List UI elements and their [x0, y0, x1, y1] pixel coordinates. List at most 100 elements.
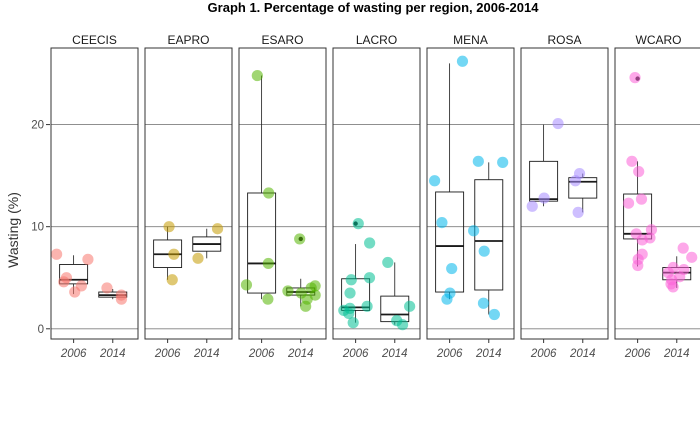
box-iqr	[247, 192, 277, 294]
facet-panel-ceecis: CEECIS 2006 2014	[50, 33, 139, 360]
data-point	[262, 257, 274, 270]
x-tick-label: 2014	[569, 348, 596, 360]
x-tick-label: 2014	[663, 348, 690, 360]
facet-panels: CEECIS 2006 2014 EAPRO 2006 2014 ESARO 2006 2014…	[50, 33, 700, 360]
panel-border	[426, 47, 515, 340]
data-point	[382, 256, 394, 269]
panel-border	[144, 47, 233, 340]
box-iqr	[59, 264, 89, 285]
box-group-2006	[622, 72, 658, 272]
data-point	[497, 156, 509, 168]
box-group-2014	[662, 242, 698, 293]
data-point	[569, 175, 582, 187]
x-tick-label: 2014	[193, 348, 220, 360]
panel-border	[238, 47, 327, 340]
facet-panel-rosa: ROSA 2006 2014	[520, 33, 609, 360]
box-iqr	[435, 191, 465, 293]
data-point	[626, 155, 638, 167]
y-axis-label: Wasting (%)	[5, 192, 21, 268]
data-point	[404, 300, 416, 312]
box-iqr	[474, 179, 504, 291]
data-point	[240, 279, 253, 291]
y-tick-label: 20	[31, 120, 44, 132]
facet-strip-label: MENA	[453, 33, 488, 47]
x-tick-label: 2006	[60, 348, 87, 360]
facet-strip-label: LACRO	[356, 33, 397, 47]
box-group-2014	[98, 282, 128, 305]
x-tick-label: 2006	[154, 348, 181, 360]
y-axis: 0 10 20	[31, 120, 50, 336]
data-point	[488, 308, 500, 321]
facet-panel-mena: MENA 2006 2014	[426, 33, 515, 360]
y-tick-label: 10	[31, 222, 44, 234]
facet-strip-label: EAPRO	[167, 33, 209, 47]
data-point	[300, 300, 312, 312]
data-point	[441, 293, 453, 305]
data-point	[294, 233, 306, 245]
x-tick-label: 2014	[475, 348, 502, 360]
data-point	[263, 187, 275, 199]
data-point	[446, 262, 458, 275]
data-point	[168, 248, 180, 260]
data-point	[552, 117, 564, 130]
data-point	[58, 276, 70, 288]
data-point	[163, 221, 175, 233]
facet-panel-eapro: EAPRO 2006 2014	[144, 33, 233, 360]
box-group-2014	[380, 256, 416, 331]
data-point	[282, 285, 294, 297]
x-tick-label: 2014	[287, 348, 314, 360]
data-point	[363, 272, 376, 284]
box-group-2006	[153, 221, 183, 286]
panel-border	[50, 47, 139, 340]
box-group-2014	[468, 155, 509, 321]
data-point	[629, 72, 641, 84]
data-point	[572, 206, 584, 218]
data-point	[115, 293, 128, 305]
facet-strip-label: ESARO	[261, 33, 303, 47]
data-point	[526, 200, 538, 212]
data-point	[429, 175, 441, 187]
data-point	[468, 225, 480, 237]
facet-strip-label: ROSA	[547, 33, 581, 47]
data-point	[632, 259, 644, 272]
data-point	[69, 286, 81, 298]
data-point	[477, 297, 490, 309]
box-group-2006	[338, 218, 376, 329]
data-point	[436, 217, 448, 229]
facet-strip-label: CEECIS	[72, 33, 117, 47]
chart-title: Graph 1. Percentage of wasting per regio…	[208, 0, 540, 15]
data-point	[166, 274, 178, 286]
data-point	[211, 223, 224, 235]
x-tick-label: 2006	[248, 348, 275, 360]
data-point	[686, 251, 698, 263]
data-point	[667, 281, 679, 293]
box-group-2006	[526, 117, 564, 212]
x-tick-label: 2006	[530, 348, 557, 360]
data-point	[352, 218, 364, 230]
data-point	[677, 242, 689, 254]
data-point	[633, 165, 645, 178]
box-group-2006	[429, 55, 469, 305]
data-point	[51, 248, 63, 260]
data-point	[101, 282, 113, 294]
facet-panel-esaro: ESARO 2006 2014	[238, 33, 327, 360]
box-group-2014	[282, 233, 321, 312]
panel-border	[332, 47, 421, 340]
x-tick-label: 2006	[342, 348, 369, 360]
data-point	[262, 293, 274, 305]
box-group-2006	[51, 248, 94, 298]
data-point	[251, 69, 263, 82]
data-point	[192, 252, 204, 264]
x-tick-label: 2006	[436, 348, 463, 360]
x-tick-label: 2014	[99, 348, 126, 360]
data-point	[345, 274, 357, 286]
facet-panel-wcaro: WCARO 2006 2014	[614, 33, 700, 360]
data-point	[343, 307, 355, 320]
data-point	[538, 192, 550, 204]
data-point	[622, 197, 635, 209]
box-group-2014	[192, 223, 224, 264]
data-point	[347, 317, 359, 329]
facet-panel-lacro: LACRO 2006 2014	[332, 33, 421, 360]
data-point	[478, 245, 490, 257]
